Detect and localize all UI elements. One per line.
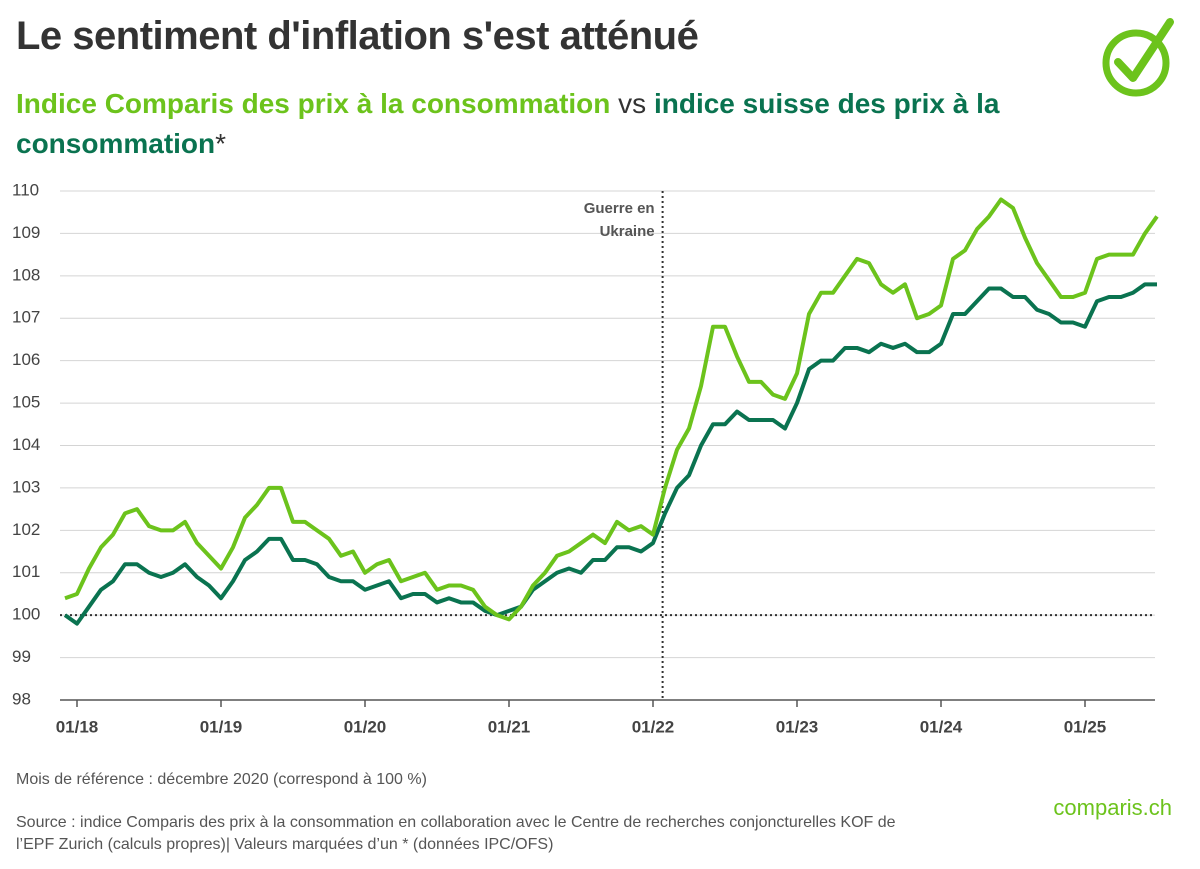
- x-tick-label: 01/25: [1064, 717, 1107, 736]
- source: Source : indice Comparis des prix à la c…: [16, 814, 896, 831]
- y-tick-label: 100: [12, 605, 40, 624]
- subtitle-suffix: *: [215, 128, 227, 159]
- x-tick-label: 01/19: [200, 717, 243, 736]
- x-tick-label: 01/21: [488, 717, 531, 736]
- y-tick-label: 109: [12, 223, 40, 242]
- legend-entry: indice suisse des prix à la consommation: [16, 88, 1000, 159]
- check-icon: [1102, 18, 1174, 97]
- y-tick-label: 99: [12, 647, 31, 666]
- note: Mois de référence : décembre 2020 (corre…: [16, 771, 427, 788]
- source: l’EPF Zurich (calculs propres)| Valeurs …: [16, 836, 553, 853]
- y-tick-label: 101: [12, 562, 40, 581]
- series-line: [63, 282, 1157, 626]
- y-tick-label: 104: [12, 435, 40, 454]
- y-tick-label: 105: [12, 393, 40, 412]
- chart-title: Le sentiment d'inflation s'est atténué: [16, 14, 699, 58]
- x-tick-label: 01/20: [344, 717, 387, 736]
- annotation: Ukraine: [600, 223, 655, 240]
- y-tick-label: 103: [12, 477, 40, 496]
- annotation: Guerre en: [584, 200, 655, 217]
- series-line: [64, 197, 1159, 622]
- x-tick-label: 01/23: [776, 717, 819, 736]
- y-tick-label: 98: [12, 689, 31, 708]
- subtitle-connector: vs: [618, 88, 647, 119]
- y-tick-label: 110: [12, 180, 39, 199]
- y-tick-label: 106: [12, 350, 40, 369]
- x-tick-label: 01/18: [56, 717, 99, 736]
- x-tick-label: 01/24: [920, 717, 963, 736]
- y-tick-label: 108: [12, 265, 40, 284]
- x-tick-label: 01/22: [632, 717, 675, 736]
- legend-entry: Indice Comparis des prix à la consommati…: [16, 88, 611, 119]
- chart-subtitle: Indice Comparis des prix à la consommati…: [16, 84, 1056, 164]
- y-tick-label: 102: [12, 520, 40, 539]
- logo: comparis.ch: [1053, 795, 1172, 820]
- y-tick-label: 107: [12, 308, 40, 327]
